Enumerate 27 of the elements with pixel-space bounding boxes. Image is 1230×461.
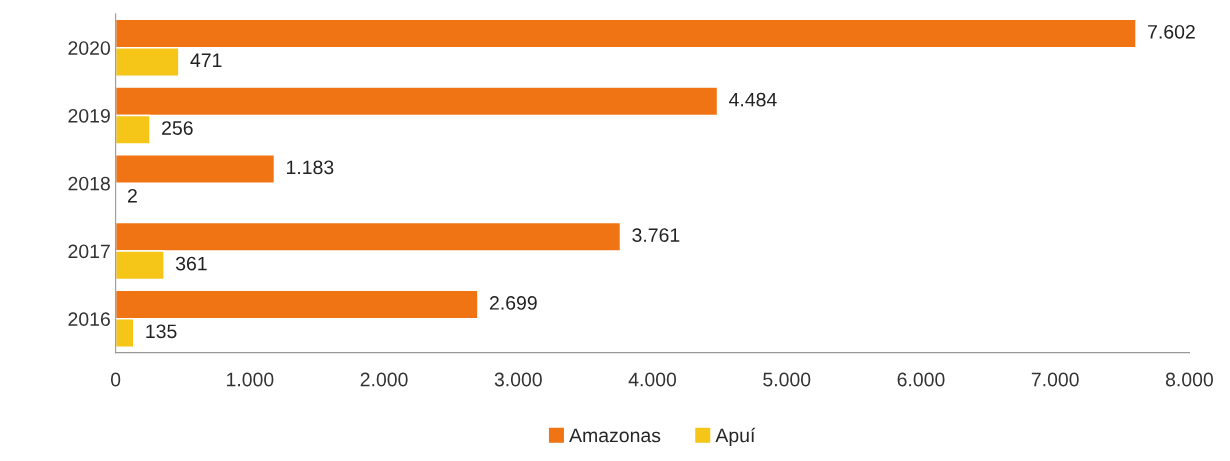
x-tick-label: 8.000 bbox=[1165, 372, 1213, 387]
data-label: 256 bbox=[162, 121, 193, 135]
y-tick-label: 2017 bbox=[68, 244, 110, 259]
x-tick-label: 0 bbox=[110, 372, 121, 387]
bar bbox=[115, 154, 276, 184]
y-tick-label: 2018 bbox=[68, 176, 110, 191]
y-tick-label: 2020 bbox=[68, 41, 110, 55]
x-tick-label: 6.000 bbox=[897, 372, 945, 387]
legend-label: Apuí bbox=[715, 427, 756, 447]
y-tick-label: 2019 bbox=[68, 108, 110, 123]
x-tick-label: 1.000 bbox=[227, 372, 274, 387]
data-label: 3.761 bbox=[632, 228, 680, 242]
data-label: 2.699 bbox=[489, 296, 537, 310]
x-tick-label: 3.000 bbox=[494, 372, 542, 387]
legend-label: Amazonas bbox=[569, 428, 661, 443]
y-tick-label: 2016 bbox=[68, 312, 110, 327]
x-tick-label: 7.000 bbox=[1031, 372, 1079, 387]
data-label: 135 bbox=[146, 324, 177, 339]
x-tick-label: 2.000 bbox=[360, 372, 408, 387]
data-label: 4.484 bbox=[729, 92, 777, 107]
x-tick-label: 4.000 bbox=[628, 372, 677, 387]
data-label: 361 bbox=[175, 256, 207, 271]
x-tick-label: 5.000 bbox=[763, 372, 811, 387]
data-label: 7.602 bbox=[1148, 24, 1195, 39]
data-label: 2 bbox=[127, 188, 137, 203]
data-label: 471 bbox=[190, 53, 222, 67]
data-label: 1.183 bbox=[287, 160, 334, 175]
